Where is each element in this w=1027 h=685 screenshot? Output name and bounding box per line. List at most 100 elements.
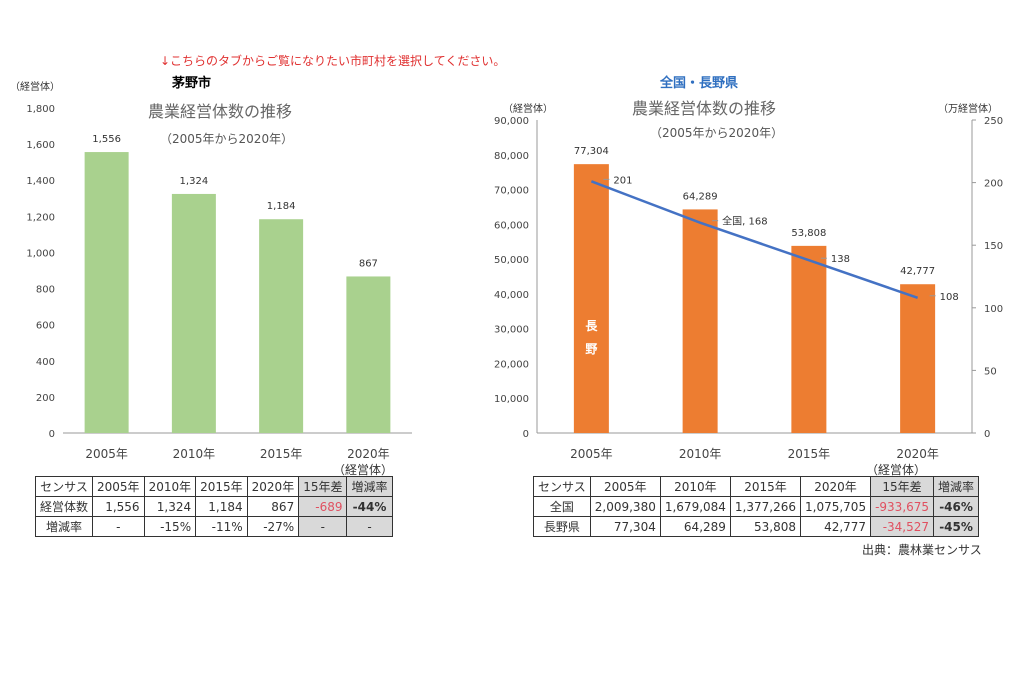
right-chart-title: 農業経営体数の推移 bbox=[632, 99, 777, 118]
left-y-tick: 0 bbox=[49, 429, 55, 440]
right-y-tick: 70,000 bbox=[494, 186, 529, 197]
table-cell: 2015年 bbox=[729, 476, 802, 497]
right-bar-label: 53,808 bbox=[791, 228, 826, 239]
table-cell: 増減率 bbox=[34, 516, 94, 537]
table-cell: -27% bbox=[246, 516, 300, 537]
left-bar-label: 1,184 bbox=[267, 201, 296, 212]
right-line-label: 108 bbox=[940, 292, 959, 303]
right-table-unit: （経営体） bbox=[866, 463, 927, 477]
right-y2-tick: 100 bbox=[984, 304, 1003, 315]
table-cell: 2,009,380 bbox=[589, 496, 661, 517]
left-x-tick: 2005年 bbox=[85, 447, 128, 461]
right-y-tick: 20,000 bbox=[494, 359, 529, 370]
right-x-tick: 2015年 bbox=[788, 447, 831, 461]
right-y2-tick: 0 bbox=[984, 429, 990, 440]
left-table-unit: （経営体） bbox=[333, 463, 394, 477]
table-cell: センサス bbox=[533, 476, 591, 497]
instruction-note: ↓こちらのタブからご覧になりたい市町村を選択してください。 bbox=[160, 54, 506, 68]
table-cell: 15年差 bbox=[298, 476, 348, 497]
table-cell: -34,527 bbox=[870, 516, 935, 537]
table-row: 全国 2,009,380 1,679,084 1,377,266 1,075,705 -9… bbox=[533, 496, 980, 517]
table-cell: - bbox=[298, 516, 348, 537]
right-bar bbox=[682, 209, 718, 433]
left-y-unit: （経営体） bbox=[10, 82, 60, 93]
left-chart-title: 農業経営体数の推移 bbox=[148, 102, 293, 121]
left-y-tick: 1,400 bbox=[26, 176, 55, 187]
right-bar bbox=[900, 284, 936, 433]
right-y2-tick: 250 bbox=[984, 116, 1003, 127]
right-y-tick: 90,000 bbox=[494, 116, 529, 127]
right-x-tick: 2020年 bbox=[896, 447, 939, 461]
left-y-tick: 600 bbox=[36, 321, 55, 332]
right-line-label: 全国, 168 bbox=[722, 215, 767, 228]
right-bar-label: 42,777 bbox=[900, 266, 935, 277]
left-y-tick: 1,000 bbox=[26, 248, 55, 259]
table-cell: - bbox=[346, 516, 393, 537]
right-y2-tick: 50 bbox=[984, 366, 997, 377]
table-cell: - bbox=[92, 516, 145, 537]
table-cell: -11% bbox=[195, 516, 248, 537]
right-y2-tick: 200 bbox=[984, 179, 1003, 190]
right-line-series bbox=[590, 180, 919, 299]
left-bar-label: 1,556 bbox=[92, 134, 121, 145]
right-y-tick: 30,000 bbox=[494, 325, 529, 336]
left-y-tick: 1,200 bbox=[26, 212, 55, 223]
right-x-tick: 2005年 bbox=[570, 447, 613, 461]
right-y-tick: 60,000 bbox=[494, 220, 529, 231]
left-bar-label: 1,324 bbox=[180, 176, 209, 187]
left-chart-heading: 茅野市 bbox=[172, 76, 212, 91]
left-y-tick: 200 bbox=[36, 393, 55, 404]
table-cell: 2010年 bbox=[659, 476, 731, 497]
right-data-table: センサス 2005年 2010年 2015年 2020年 15年差 増減率 全国 2,009,3… bbox=[533, 476, 980, 537]
right-bar bbox=[573, 164, 609, 433]
table-cell: 増減率 bbox=[346, 476, 393, 497]
table-cell: 2020年 bbox=[246, 476, 300, 497]
table-cell: -689 bbox=[298, 496, 348, 517]
right-bar bbox=[791, 245, 827, 433]
left-x-tick: 2020年 bbox=[347, 447, 390, 461]
table-cell: 1,679,084 bbox=[659, 496, 731, 517]
left-bar bbox=[259, 219, 304, 433]
right-y-unit: （経営体） bbox=[503, 104, 553, 115]
table-cell: 64,289 bbox=[659, 516, 731, 537]
left-x-tick: 2015年 bbox=[260, 447, 303, 461]
right-y2-tick: 150 bbox=[984, 241, 1003, 252]
table-cell: -15% bbox=[143, 516, 197, 537]
source-note: 出典：農林業センサス bbox=[862, 543, 982, 557]
right-bar-label: 77,304 bbox=[574, 146, 609, 157]
table-cell: 1,184 bbox=[195, 496, 248, 517]
right-y2-unit: （万経営体） bbox=[938, 104, 998, 115]
right-line-label: 201 bbox=[613, 175, 632, 186]
left-x-tick: 2010年 bbox=[173, 447, 216, 461]
left-y-tick: 1,600 bbox=[26, 140, 55, 151]
table-cell: 53,808 bbox=[729, 516, 802, 537]
left-bar bbox=[346, 276, 391, 433]
left-y-tick: 800 bbox=[36, 285, 55, 296]
table-header: センサス 2005年 2010年 2015年 2020年 15年差 増減率 bbox=[34, 476, 393, 497]
right-y-tick: 10,000 bbox=[494, 394, 529, 405]
table-cell: 2005年 bbox=[92, 476, 145, 497]
left-bar-label: 867 bbox=[359, 258, 378, 269]
right-series-label: 長 bbox=[585, 318, 598, 333]
right-series-label: 野 bbox=[585, 342, 597, 356]
right-y-tick: 40,000 bbox=[494, 290, 529, 301]
left-y-tick: 1,800 bbox=[26, 104, 55, 115]
right-line-label: 138 bbox=[831, 254, 850, 265]
table-cell: 15年差 bbox=[870, 476, 935, 497]
table-cell: 2020年 bbox=[799, 476, 872, 497]
right-y-tick: 50,000 bbox=[494, 255, 529, 266]
table-cell: 2005年 bbox=[589, 476, 661, 497]
left-y-tick: 400 bbox=[36, 357, 55, 368]
table-cell: 経営体数 bbox=[34, 496, 94, 517]
table-header: センサス 2005年 2010年 2015年 2020年 15年差 増減率 bbox=[533, 476, 980, 497]
right-chart-subtitle: （2005年から2020年） bbox=[650, 126, 784, 140]
right-y-tick: 80,000 bbox=[494, 151, 529, 162]
table-cell: 42,777 bbox=[799, 516, 872, 537]
table-cell: 全国 bbox=[533, 496, 591, 517]
table-cell: 増減率 bbox=[933, 476, 980, 497]
left-bar bbox=[171, 193, 216, 433]
right-x-tick: 2010年 bbox=[679, 447, 722, 461]
table-cell: センサス bbox=[34, 476, 94, 497]
